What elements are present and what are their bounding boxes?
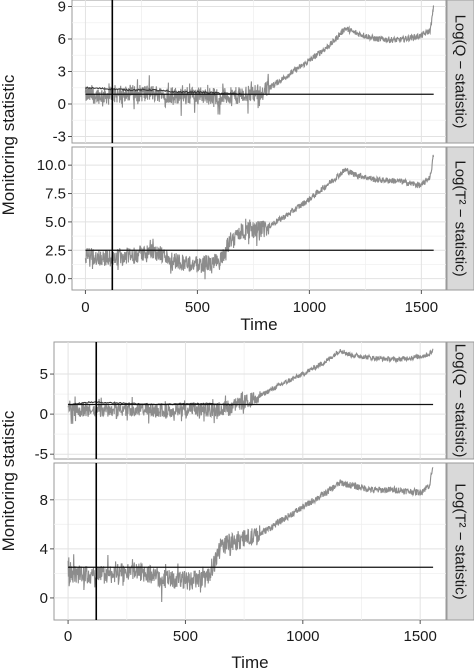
panel-background bbox=[53, 462, 447, 621]
x-tick-label: 0 bbox=[81, 299, 89, 316]
x-tick-label: 0 bbox=[64, 628, 72, 645]
x-tick-label: 500 bbox=[185, 299, 210, 316]
y-tick-label: 0.0 bbox=[45, 271, 66, 288]
y-tick-label: 9 bbox=[58, 0, 66, 16]
y-tick-label: 0 bbox=[58, 96, 66, 113]
x-tick-label: 1000 bbox=[286, 628, 319, 645]
facet-strip bbox=[446, 146, 474, 291]
facet-strip-label: Log(T² − statistic) bbox=[452, 160, 469, 276]
chart-panel: -3 0 3 6 9 Log(Q − statistic) bbox=[53, 0, 474, 146]
y-tick-label: 8 bbox=[40, 492, 48, 509]
x-tick-label: 1500 bbox=[405, 299, 438, 316]
y-tick-label: 5.0 bbox=[45, 214, 66, 231]
chart-panel: 0.0 2.5 5.0 7.5 10.0 Log(T² − statistic) bbox=[37, 146, 474, 291]
facet-strip-label: Log(Q − statistic) bbox=[452, 344, 469, 458]
x-axis-title: Time bbox=[231, 653, 268, 670]
y-tick-label: 0 bbox=[40, 590, 48, 607]
panel-background bbox=[53, 341, 447, 460]
y-tick-label: 2.5 bbox=[45, 242, 66, 259]
facet-strip-label: Log(T² − statistic) bbox=[452, 483, 469, 599]
y-tick-label: 7.5 bbox=[45, 186, 66, 203]
statistic-series-line bbox=[84, 5, 435, 116]
x-tick-label: 1000 bbox=[293, 299, 326, 316]
facet-strip-label: Log(Q − statistic) bbox=[452, 15, 469, 129]
x-tick-label: 1500 bbox=[403, 628, 436, 645]
chart-panel: 0 4 8 Log(T² − statistic) bbox=[40, 462, 474, 621]
x-tick-label: 500 bbox=[173, 628, 198, 645]
x-axis-title: Time bbox=[240, 315, 277, 334]
facet-strip bbox=[446, 341, 474, 460]
facet-strip bbox=[446, 462, 474, 621]
statistic-series-line bbox=[84, 154, 435, 280]
y-tick-label: 4 bbox=[40, 541, 48, 558]
y-tick-label: 3 bbox=[58, 64, 66, 81]
y-tick-label: -5 bbox=[35, 446, 48, 463]
y-axis-title: Monitoring statistic bbox=[0, 74, 18, 215]
statistic-series-line bbox=[67, 467, 434, 603]
facet-strip bbox=[446, 0, 474, 144]
chart-panel: -5 0 5 Log(Q − statistic) bbox=[35, 341, 474, 463]
y-tick-label: 10.0 bbox=[37, 157, 66, 174]
y-axis-title: Monitoring statistic bbox=[0, 410, 18, 551]
y-tick-label: -3 bbox=[53, 129, 66, 146]
y-tick-label: 0 bbox=[40, 406, 48, 423]
y-tick-label: 5 bbox=[40, 366, 48, 383]
panel-background bbox=[71, 146, 447, 291]
y-tick-label: 6 bbox=[58, 31, 66, 48]
statistic-series-line bbox=[67, 348, 434, 424]
